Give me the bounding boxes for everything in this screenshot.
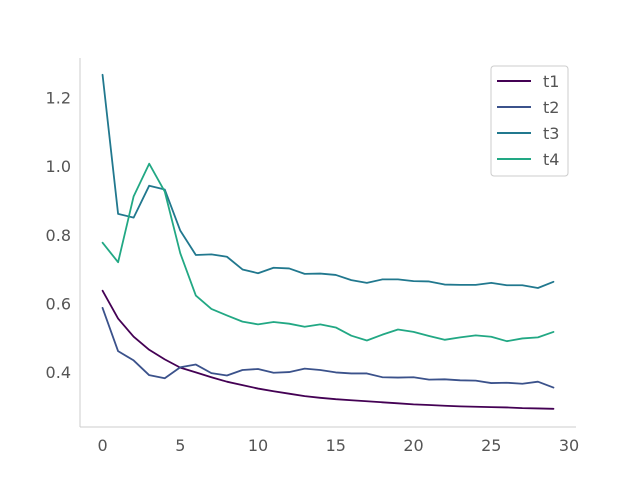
legend-label-t3: t3 — [543, 124, 559, 143]
series-line-t1 — [101, 289, 555, 410]
x-tick-label: 15 — [326, 436, 346, 455]
x-tick-label: 5 — [175, 436, 185, 455]
legend: t1 t2 t3 t4 — [490, 65, 569, 177]
legend-label-t4: t4 — [543, 150, 559, 169]
legend-box — [490, 65, 569, 177]
series-lines — [101, 73, 555, 410]
legend-label-t1: t1 — [543, 72, 559, 91]
legend-label-t2: t2 — [543, 98, 559, 117]
x-tick-label: 0 — [97, 436, 107, 455]
y-tick-label: 0.4 — [46, 363, 71, 382]
y-tick-label: 1.0 — [46, 157, 71, 176]
y-tick-label: 0.6 — [46, 294, 71, 313]
x-tick-label: 10 — [248, 436, 268, 455]
axes: 0 5 10 15 20 25 30 0.4 0.6 0.8 1.0 1.2 — [46, 58, 579, 455]
series-line-t3 — [101, 73, 555, 289]
series-line-t2 — [101, 306, 555, 389]
y-tick-label: 0.8 — [46, 226, 71, 245]
y-tick-label: 1.2 — [46, 88, 71, 107]
x-tick-label: 20 — [403, 436, 423, 455]
series-line-t4 — [101, 162, 555, 343]
x-tick-label: 30 — [559, 436, 579, 455]
x-tick-label: 25 — [481, 436, 501, 455]
